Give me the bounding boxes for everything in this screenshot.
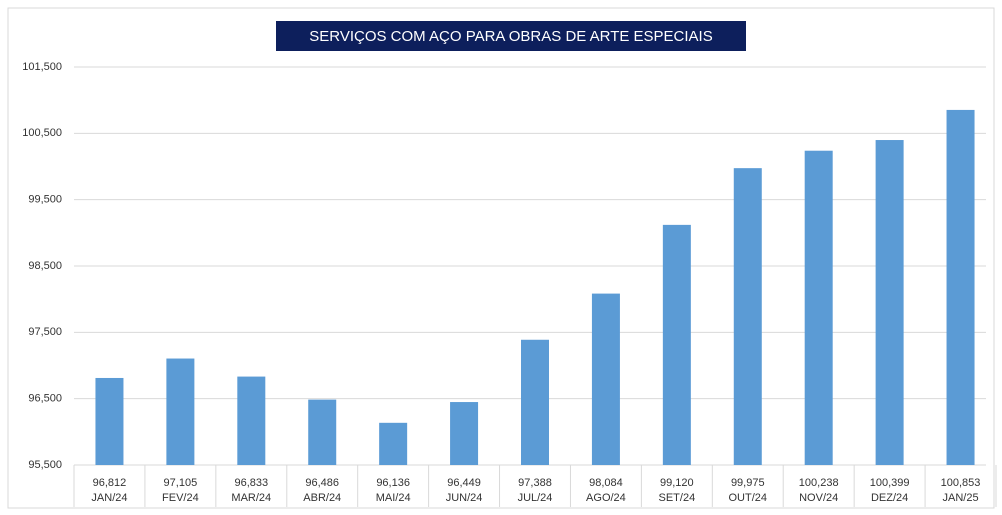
y-tick-label: 96,500 bbox=[28, 393, 62, 405]
y-tick-label: 97,500 bbox=[28, 326, 62, 338]
y-tick-label: 95,500 bbox=[28, 459, 62, 471]
value-label: 96,812 bbox=[93, 477, 127, 489]
x-tick-label: DEZ/24 bbox=[871, 492, 908, 504]
bar bbox=[875, 140, 904, 465]
bar bbox=[379, 422, 408, 465]
x-tick-label: MAI/24 bbox=[376, 492, 411, 504]
chart-frame bbox=[7, 7, 995, 509]
bar bbox=[591, 293, 620, 465]
bar bbox=[308, 399, 337, 465]
y-tick-label: 101,500 bbox=[22, 61, 62, 73]
bar bbox=[166, 358, 195, 465]
bar bbox=[521, 339, 549, 465]
x-tick-label: SET/24 bbox=[659, 492, 696, 504]
value-label: 100,853 bbox=[941, 477, 981, 489]
value-label: 96,833 bbox=[234, 477, 268, 489]
value-label: 100,399 bbox=[870, 477, 910, 489]
x-tick-label: JAN/24 bbox=[91, 492, 127, 504]
chart-title: SERVIÇOS COM AÇO PARA OBRAS DE ARTE ESPE… bbox=[309, 28, 712, 45]
bar bbox=[733, 168, 762, 466]
value-label: 96,449 bbox=[447, 477, 481, 489]
bar bbox=[946, 109, 975, 465]
x-tick-label: MAR/24 bbox=[231, 492, 271, 504]
y-tick-label: 100,500 bbox=[22, 127, 62, 139]
bar bbox=[237, 376, 266, 465]
value-label: 99,120 bbox=[660, 477, 694, 489]
x-tick-label: OUT/24 bbox=[729, 492, 768, 504]
bar bbox=[662, 224, 691, 465]
bar bbox=[804, 150, 833, 466]
value-label: 97,105 bbox=[164, 477, 198, 489]
bar bbox=[95, 377, 124, 465]
x-tick-label: ABR/24 bbox=[303, 492, 341, 504]
x-tick-label: JUN/24 bbox=[446, 492, 483, 504]
bar bbox=[450, 402, 479, 465]
y-tick-label: 98,500 bbox=[28, 260, 62, 272]
x-tick-label: AGO/24 bbox=[586, 492, 626, 504]
value-label: 99,975 bbox=[731, 477, 765, 489]
value-label: 100,238 bbox=[799, 477, 839, 489]
value-label: 96,486 bbox=[305, 477, 339, 489]
title-box bbox=[276, 21, 746, 51]
y-tick-label: 99,500 bbox=[28, 194, 62, 206]
x-tick-label: NOV/24 bbox=[799, 492, 838, 504]
value-label: 98,084 bbox=[589, 477, 623, 489]
x-tick-label: JAN/25 bbox=[942, 492, 978, 504]
value-label: 96,136 bbox=[376, 477, 410, 489]
x-tick-label: JUL/24 bbox=[518, 492, 553, 504]
x-tick-label: FEV/24 bbox=[162, 492, 199, 504]
value-label: 97,388 bbox=[518, 477, 552, 489]
